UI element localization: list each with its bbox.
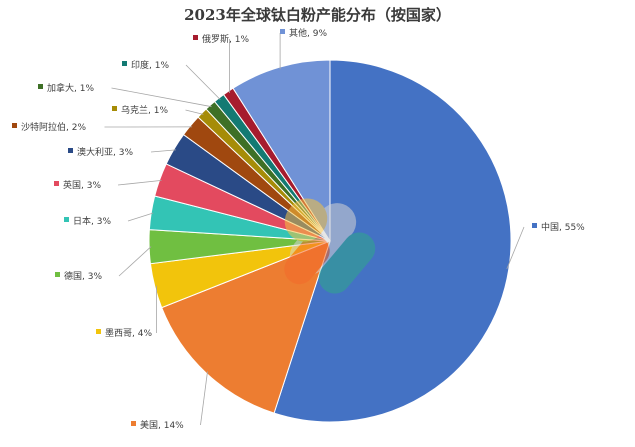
leader-line	[117, 180, 162, 186]
data-label-key	[122, 61, 127, 66]
data-label-key	[131, 421, 136, 426]
leader-line	[150, 149, 176, 153]
leader-line	[200, 371, 208, 426]
data-label-key	[193, 35, 198, 40]
data-label: 德国, 3%	[64, 270, 102, 282]
data-label: 日本, 3%	[73, 215, 111, 227]
leader-line	[185, 64, 221, 100]
leader-line	[127, 212, 154, 222]
data-label-key	[532, 223, 537, 228]
leader-line	[506, 226, 525, 270]
data-label-key	[68, 148, 73, 153]
data-label-key	[54, 181, 59, 186]
data-label-key	[280, 29, 285, 34]
chart-title: 2023年全球钛白粉产能分布（按国家）	[184, 6, 451, 24]
data-label: 澳大利亚, 3%	[77, 146, 133, 158]
pie-slice	[161, 240, 331, 414]
data-label: 墨西哥, 4%	[105, 328, 152, 339]
data-label-key	[64, 217, 69, 222]
data-label: 其他, 9%	[289, 27, 327, 39]
data-label-key	[38, 84, 43, 89]
leader-line	[185, 109, 204, 115]
data-label-key	[12, 123, 17, 128]
watermark-logo	[284, 198, 376, 294]
data-label-key	[96, 329, 101, 334]
leader-line	[111, 87, 212, 108]
pie-slice	[232, 59, 331, 243]
data-label-key	[112, 106, 117, 111]
data-label-key	[55, 272, 60, 277]
data-label: 乌克兰, 1%	[121, 104, 168, 116]
data-label: 印度, 1%	[131, 59, 169, 71]
data-label: 俄罗斯, 1%	[202, 33, 249, 45]
data-label: 加拿大, 1%	[47, 82, 94, 94]
data-label: 中国, 55%	[541, 221, 585, 233]
pie-slice	[273, 59, 512, 423]
leader-line	[118, 246, 152, 277]
data-label: 英国, 3%	[63, 179, 101, 191]
data-labels: 中国, 55% 美国, 14% 墨西哥, 4% 德国, 3% 日本, 3% 英国, 3% 澳…	[12, 27, 585, 431]
data-label: 美国, 14%	[140, 419, 184, 431]
data-label: 沙特阿拉伯, 2%	[21, 121, 86, 133]
